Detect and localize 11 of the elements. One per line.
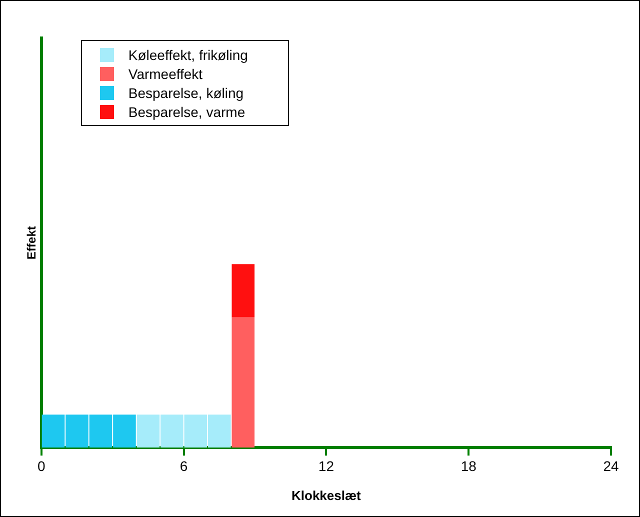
x-tick-label: 0 [38,458,46,474]
legend-label: Køleeffekt, frikøling [128,46,248,62]
x-tick-label: 24 [603,458,619,474]
x-axis-title: Klokkeslæt [292,488,362,503]
legend-label: Besparelse, køling [128,84,244,100]
x-tick-label: 6 [180,458,188,474]
y-axis-title: Effekt [24,226,39,260]
legend-label: Varmeeffekt [128,66,203,82]
legend-label: Besparelse, varme [128,104,246,120]
x-tick-label: 18 [460,458,477,474]
x-tick-label: 12 [318,458,334,474]
